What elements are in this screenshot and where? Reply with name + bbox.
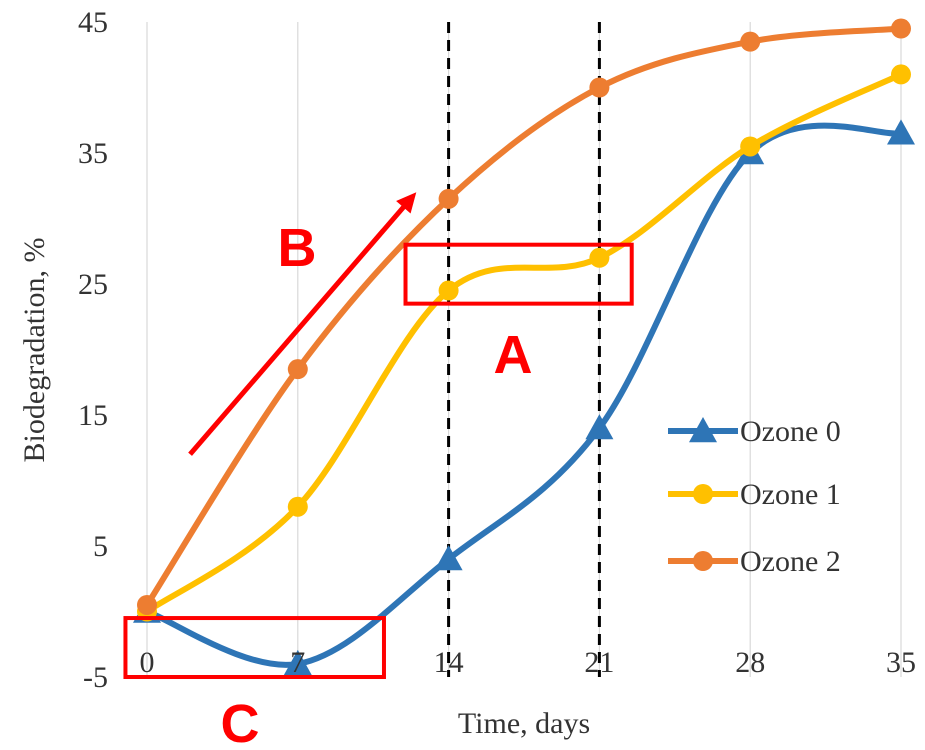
legend: Ozone 0 Ozone 1 Ozone 2	[668, 415, 841, 578]
y-tick-label: -5	[83, 661, 108, 694]
legend-marker-ozone-1	[693, 484, 713, 504]
marker-ozone-0	[585, 414, 614, 440]
marker-ozone-2	[137, 594, 157, 615]
y-tick-label: 15	[78, 399, 108, 432]
marker-ozone-0	[887, 119, 915, 145]
x-tick-label: 0	[140, 646, 155, 679]
x-tick-label: 35	[886, 646, 916, 679]
legend-marker-ozone-2	[693, 551, 713, 571]
y-axis-title: Biodegradation, %	[18, 238, 51, 463]
annotation-label-b: B	[278, 218, 317, 278]
legend-marker-ozone-0	[689, 417, 717, 443]
y-tick-label: 35	[78, 137, 108, 170]
legend-label-ozone-0: Ozone 0	[740, 415, 841, 448]
marker-ozone-2	[287, 359, 308, 380]
x-tick-label: 28	[735, 646, 765, 679]
marker-ozone-2	[740, 31, 761, 52]
marker-ozone-2	[438, 188, 459, 209]
x-axis-title: Time, days	[458, 707, 590, 740]
y-tick-label: 45	[78, 6, 108, 39]
x-tick-label: 21	[584, 646, 614, 679]
legend-label-ozone-2: Ozone 2	[740, 545, 841, 578]
y-tick-label: 25	[78, 268, 108, 301]
annotations: A B C	[123, 192, 634, 750]
annotation-arrowhead-b	[396, 192, 417, 214]
marker-ozone-1	[589, 247, 610, 268]
marker-ozone-0	[434, 545, 463, 571]
marker-ozone-1	[891, 64, 911, 85]
marker-ozone-2	[589, 77, 610, 98]
x-tick-label: 14	[434, 646, 464, 679]
marker-ozone-1	[438, 280, 459, 301]
annotation-label-c: C	[221, 694, 260, 750]
marker-ozone-0	[283, 649, 312, 676]
annotation-arrow-b	[188, 202, 409, 456]
x-tick-label: 7	[290, 646, 305, 679]
marker-ozone-1	[287, 496, 308, 517]
annotation-box-a	[403, 242, 634, 306]
annotation-label-a: A	[494, 325, 533, 385]
y-tick-label: 5	[93, 530, 108, 563]
legend-label-ozone-1: Ozone 1	[740, 478, 841, 511]
tick-labels: -5 5 15 25 35 45 0 7 14 21 28 35	[78, 6, 916, 694]
annotation-box-c	[123, 616, 386, 679]
marker-ozone-2	[891, 18, 911, 39]
marker-ozone-1	[740, 136, 761, 157]
